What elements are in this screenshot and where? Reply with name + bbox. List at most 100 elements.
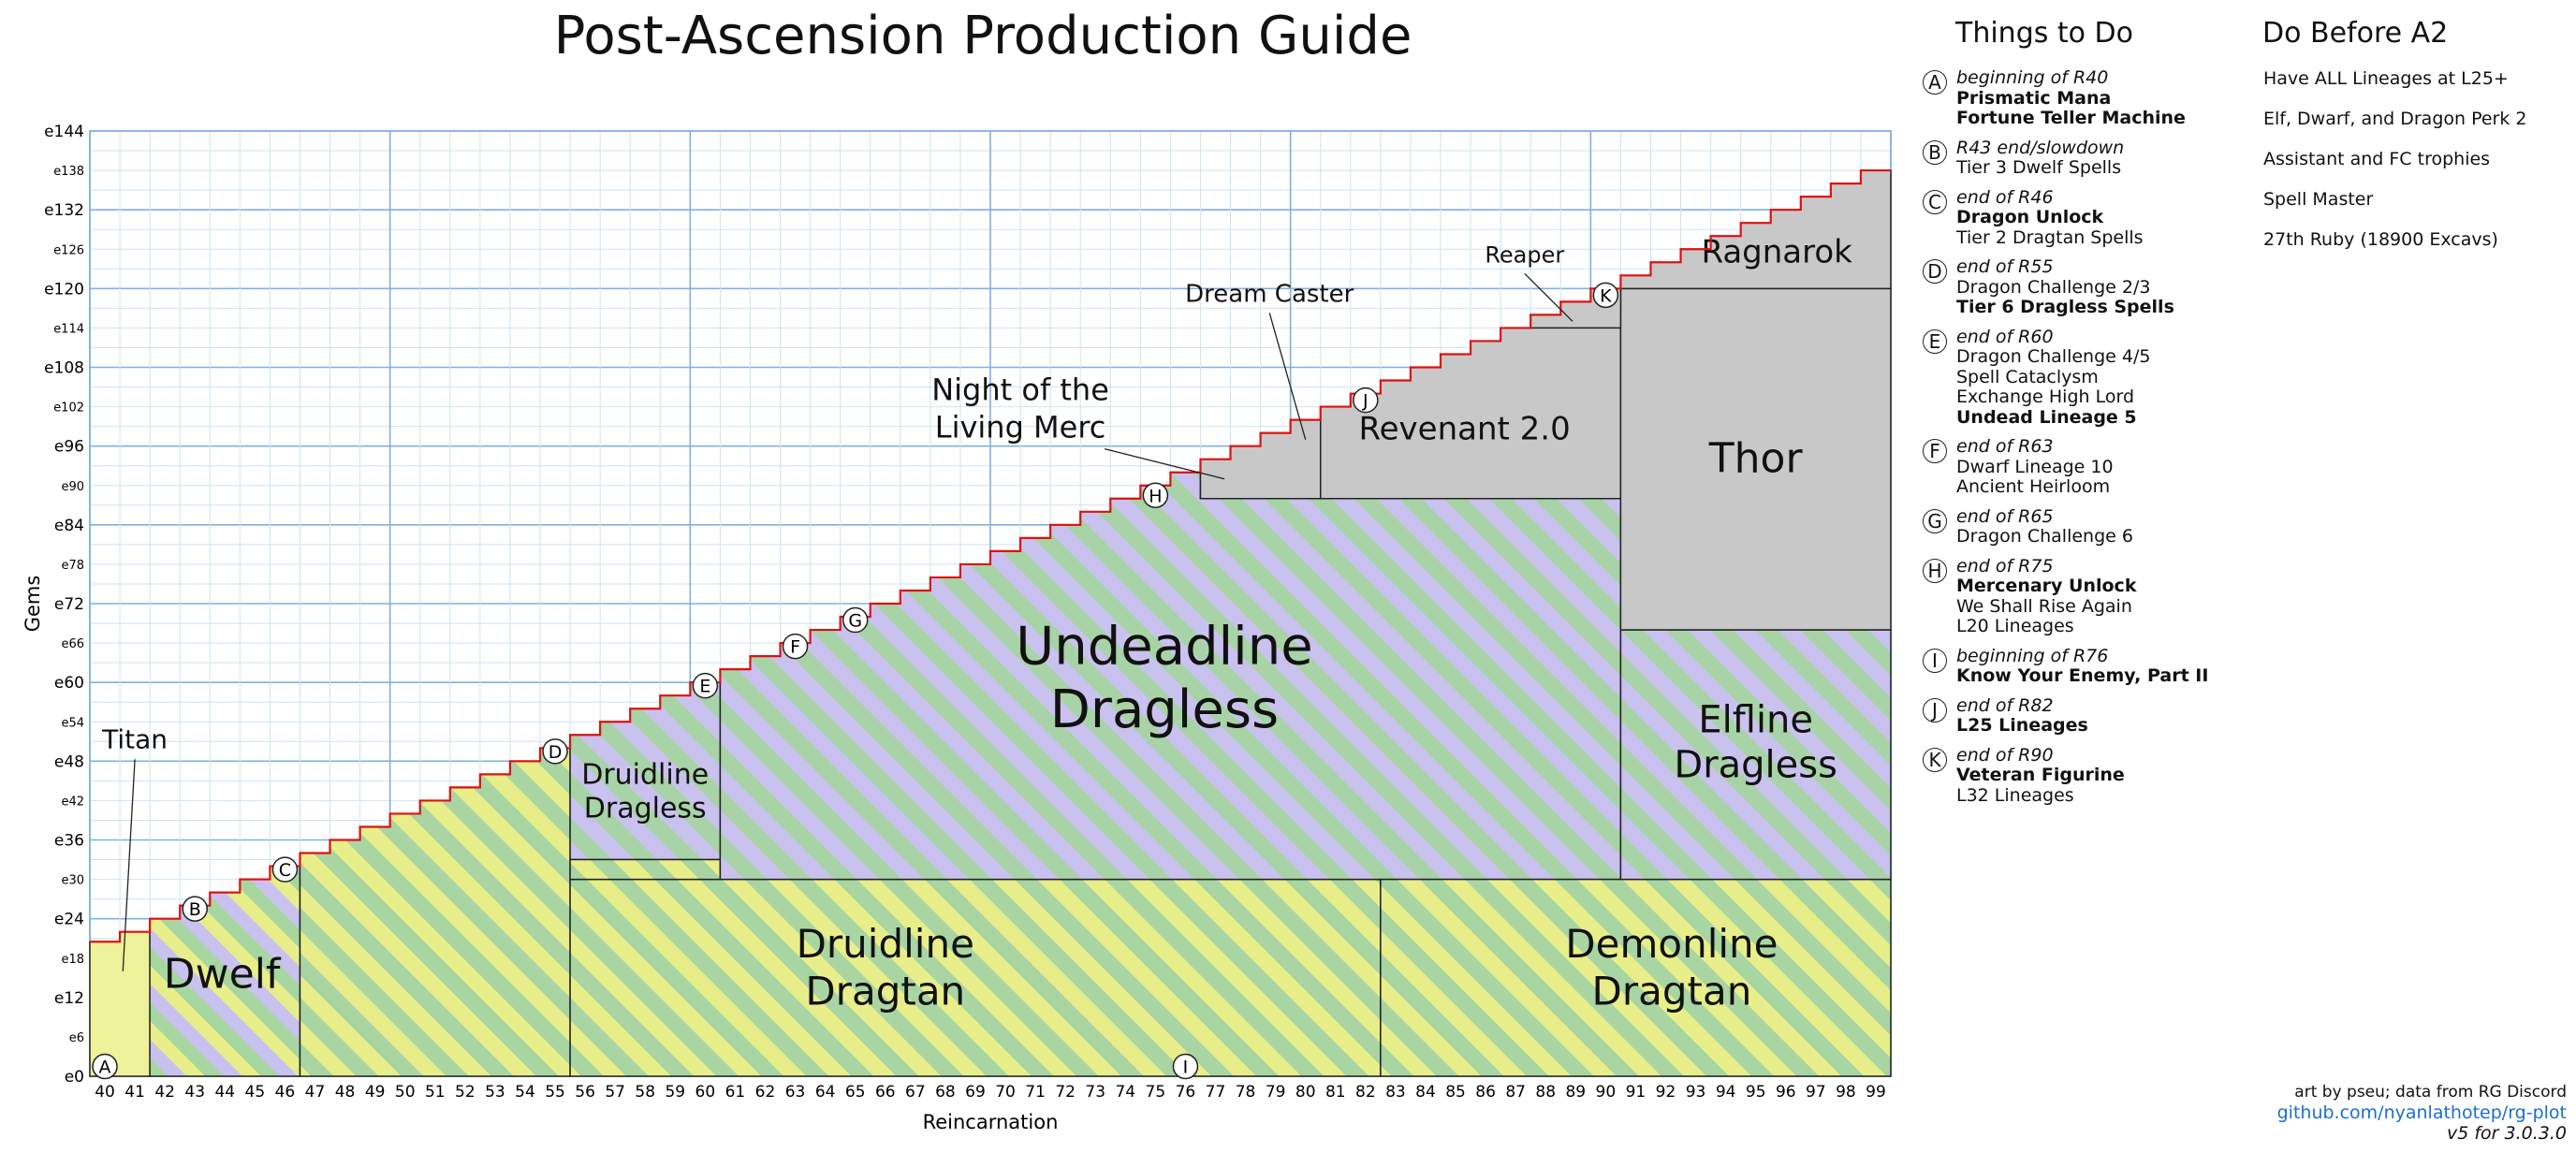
x-tick-label: 92 xyxy=(1656,1083,1676,1102)
todo-when: end of R75 xyxy=(1956,555,2054,576)
x-tick-label: 43 xyxy=(184,1083,205,1102)
y-tick-label: e60 xyxy=(54,674,84,693)
todo-line: Fortune Teller Machine xyxy=(1956,108,2186,128)
marker-circle xyxy=(1142,482,1169,509)
todo-line: Tier 3 Dwelf Spells xyxy=(1956,157,2122,178)
x-tick-label: 82 xyxy=(1355,1083,1376,1102)
region-label-line: Dragless xyxy=(1050,679,1279,740)
marker-letter: J xyxy=(1362,391,1368,412)
todo-line: Spell Cataclysm xyxy=(1956,366,2099,387)
x-tick-label: 44 xyxy=(214,1083,235,1102)
todo-marker: F xyxy=(1923,439,1947,463)
marker-letter: E xyxy=(699,677,710,697)
y-tick-label-minor: e90 xyxy=(61,480,84,494)
annotation-leader xyxy=(1104,447,1225,480)
annotation-line: Living Merc xyxy=(935,410,1106,445)
marker-letter: G xyxy=(848,611,862,632)
x-tick-label: 74 xyxy=(1115,1083,1135,1102)
region-band xyxy=(299,747,571,1077)
x-tick-label: 54 xyxy=(515,1083,535,1102)
footer-credit: art by pseu; data from RG Discord xyxy=(2294,1083,2567,1102)
marker-circle xyxy=(1353,387,1379,414)
annotation-line: Reaper xyxy=(1485,241,1564,268)
y-axis-label: Gems xyxy=(22,576,44,633)
y-tick-label: e84 xyxy=(54,517,84,535)
region-band xyxy=(89,930,151,1077)
todo-line: Dragon Challenge 2/3 xyxy=(1956,276,2151,298)
marker-circle xyxy=(271,856,299,883)
region-label-line: Druidline xyxy=(797,921,974,967)
todo-marker: B xyxy=(1923,139,1947,165)
x-tick-label: 84 xyxy=(1415,1083,1436,1102)
x-tick-label: 77 xyxy=(1206,1083,1226,1102)
todo-line: Exchange High Lord xyxy=(1956,387,2134,407)
region-label-line: Undeadline xyxy=(1016,617,1312,678)
x-tick-label: 95 xyxy=(1746,1083,1766,1102)
region-label: Thor xyxy=(1708,435,1804,483)
todo-line: L20 Lineages xyxy=(1956,616,2074,636)
x-tick-label: 58 xyxy=(635,1083,655,1102)
annotation-line: Night of the xyxy=(931,372,1109,408)
x-tick-label: 53 xyxy=(485,1083,505,1102)
x-tick-label: 73 xyxy=(1085,1083,1105,1102)
region-label: Demonline Dragtan xyxy=(1565,921,1778,1014)
x-tick-label: 45 xyxy=(245,1083,266,1102)
footer-version: v5 for 3.0.3.0 xyxy=(2446,1123,2567,1144)
x-tick-label: 97 xyxy=(1806,1083,1826,1102)
y-tick-label: e12 xyxy=(54,989,84,1008)
x-tick-label: 68 xyxy=(935,1083,956,1102)
x-tick-label: 81 xyxy=(1325,1083,1346,1102)
todo-marker: G xyxy=(1923,508,1947,533)
annotation-label: Reaper xyxy=(1485,241,1564,268)
y-tick-label-minor: e54 xyxy=(61,716,84,730)
todo-line: Veteran Figurine xyxy=(1956,765,2125,785)
todo-marker: H xyxy=(1923,558,1947,583)
todo-line: Know Your Enemy, Part II xyxy=(1956,665,2209,686)
todo-line: Dragon Unlock xyxy=(1956,207,2104,227)
todo-marker: D xyxy=(1923,259,1947,284)
region-label-line: Elfline xyxy=(1698,698,1813,741)
y-tick-label-minor: e6 xyxy=(69,1031,84,1045)
x-tick-label: 93 xyxy=(1686,1083,1706,1102)
y-tick-label: e48 xyxy=(54,752,84,771)
annotation-leader xyxy=(1268,313,1307,440)
do-before-item: Spell Master xyxy=(2263,189,2374,210)
x-tick-label: 67 xyxy=(905,1083,926,1102)
region-label-line: Druidline xyxy=(581,758,709,791)
todo-line: Dwarf Lineage 10 xyxy=(1956,456,2114,477)
x-tick-label: 94 xyxy=(1716,1083,1736,1102)
footer-link[interactable]: github.com/nyanlathotep/rg-plot xyxy=(2276,1102,2567,1123)
y-tick-label: e132 xyxy=(44,201,84,220)
do-before-heading: Do Before A2 xyxy=(2262,17,2449,50)
x-tick-label: 62 xyxy=(755,1083,776,1102)
todo-line: Dragon Challenge 6 xyxy=(1956,526,2133,547)
x-tick-label: 52 xyxy=(455,1083,476,1102)
region-label-line: Dragtan xyxy=(1591,968,1751,1014)
x-tick-label: 69 xyxy=(965,1083,986,1102)
y-tick-label-minor: e114 xyxy=(53,322,84,336)
x-tick-label: 89 xyxy=(1565,1083,1586,1102)
region-label-line: Dragless xyxy=(1674,743,1837,786)
x-tick-label: 90 xyxy=(1596,1083,1617,1102)
marker-circle xyxy=(1592,282,1619,309)
y-tick-label: e72 xyxy=(54,595,84,614)
y-tick-label-minor: e30 xyxy=(61,874,84,888)
y-tick-label: e36 xyxy=(54,832,84,851)
x-tick-label: 56 xyxy=(575,1083,595,1102)
do-before-panel: Do Before A2 Have ALL Lineages at L25+ El… xyxy=(2261,17,2569,270)
x-tick-label: 91 xyxy=(1626,1083,1647,1102)
region-label: Dwelf xyxy=(164,950,282,998)
annotation-line: Titan xyxy=(101,723,168,754)
y-tick-label: e120 xyxy=(44,280,84,299)
region-label-line: Revenant 2.0 xyxy=(1359,411,1571,448)
annotation-label: Titan xyxy=(101,723,168,754)
chart-markers: A B C D E F G H I J K xyxy=(92,282,1619,1080)
x-axis-label: Reincarnation xyxy=(923,1111,1059,1133)
annotation-label: Dream Caster xyxy=(1185,280,1354,308)
todo-when: end of R65 xyxy=(1956,505,2054,527)
x-tick-label: 48 xyxy=(335,1083,356,1102)
